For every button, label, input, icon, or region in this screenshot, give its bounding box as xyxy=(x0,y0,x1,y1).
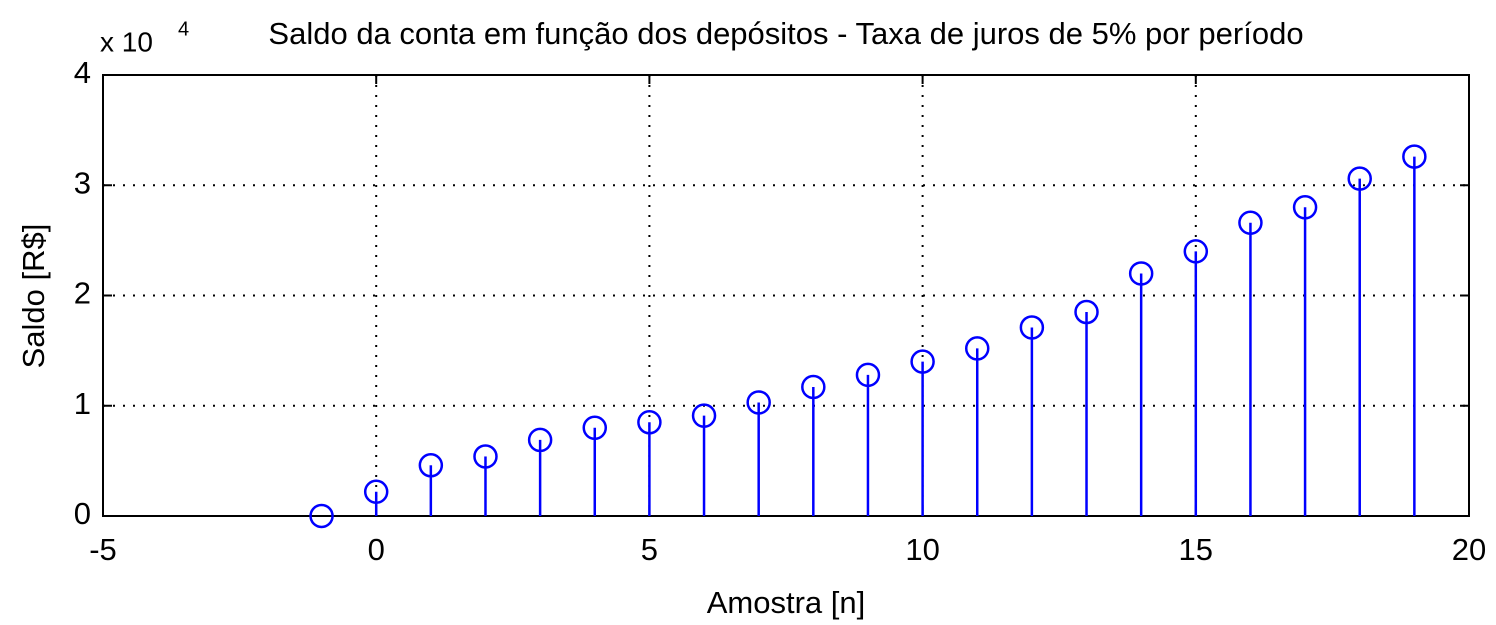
stem-marker xyxy=(964,336,990,361)
x-axis-label: Amostra [n] xyxy=(707,585,866,620)
stem-marker xyxy=(1292,195,1318,220)
stem-marker xyxy=(691,403,717,428)
x-tick-label: 10 xyxy=(905,532,939,567)
y-axis-label: Saldo [R$] xyxy=(16,224,51,369)
y-tick-label: 1 xyxy=(74,386,91,421)
y-tick-label: 0 xyxy=(74,496,91,531)
y-multiplier-exponent: 4 xyxy=(178,18,189,40)
stem-marker xyxy=(473,444,498,469)
stem-marker xyxy=(910,349,935,374)
y-tick-label: 4 xyxy=(74,55,91,90)
y-tick-label: 3 xyxy=(74,165,91,200)
stem-marker xyxy=(309,503,334,529)
stem-marker xyxy=(1019,315,1045,340)
x-tick-label: 0 xyxy=(368,532,385,567)
stem-marker xyxy=(637,410,662,435)
stem-marker xyxy=(418,453,444,478)
y-tick-label: 2 xyxy=(74,276,91,311)
x-tick-label: -5 xyxy=(89,532,117,567)
stem-marker xyxy=(582,415,608,441)
stem-marker xyxy=(1128,261,1154,286)
stem-marker xyxy=(1183,239,1209,264)
x-tick-label: 5 xyxy=(641,532,658,567)
stem-marker xyxy=(855,362,881,388)
stem-marker xyxy=(363,479,389,504)
stem-marker xyxy=(1347,166,1372,191)
stem-marker xyxy=(527,427,553,453)
chart-title: Saldo da conta em função dos depósitos -… xyxy=(268,16,1303,51)
y-multiplier-base: x 10 xyxy=(100,26,153,57)
stem-marker xyxy=(1074,299,1099,325)
stem-marker xyxy=(1402,144,1427,169)
x-tick-label: 15 xyxy=(1179,532,1213,567)
stem-marker xyxy=(746,390,771,415)
stem-marker xyxy=(1238,210,1263,235)
x-tick-label: 20 xyxy=(1452,532,1486,567)
plot-frame xyxy=(102,74,1470,517)
stem-marker xyxy=(801,374,826,400)
